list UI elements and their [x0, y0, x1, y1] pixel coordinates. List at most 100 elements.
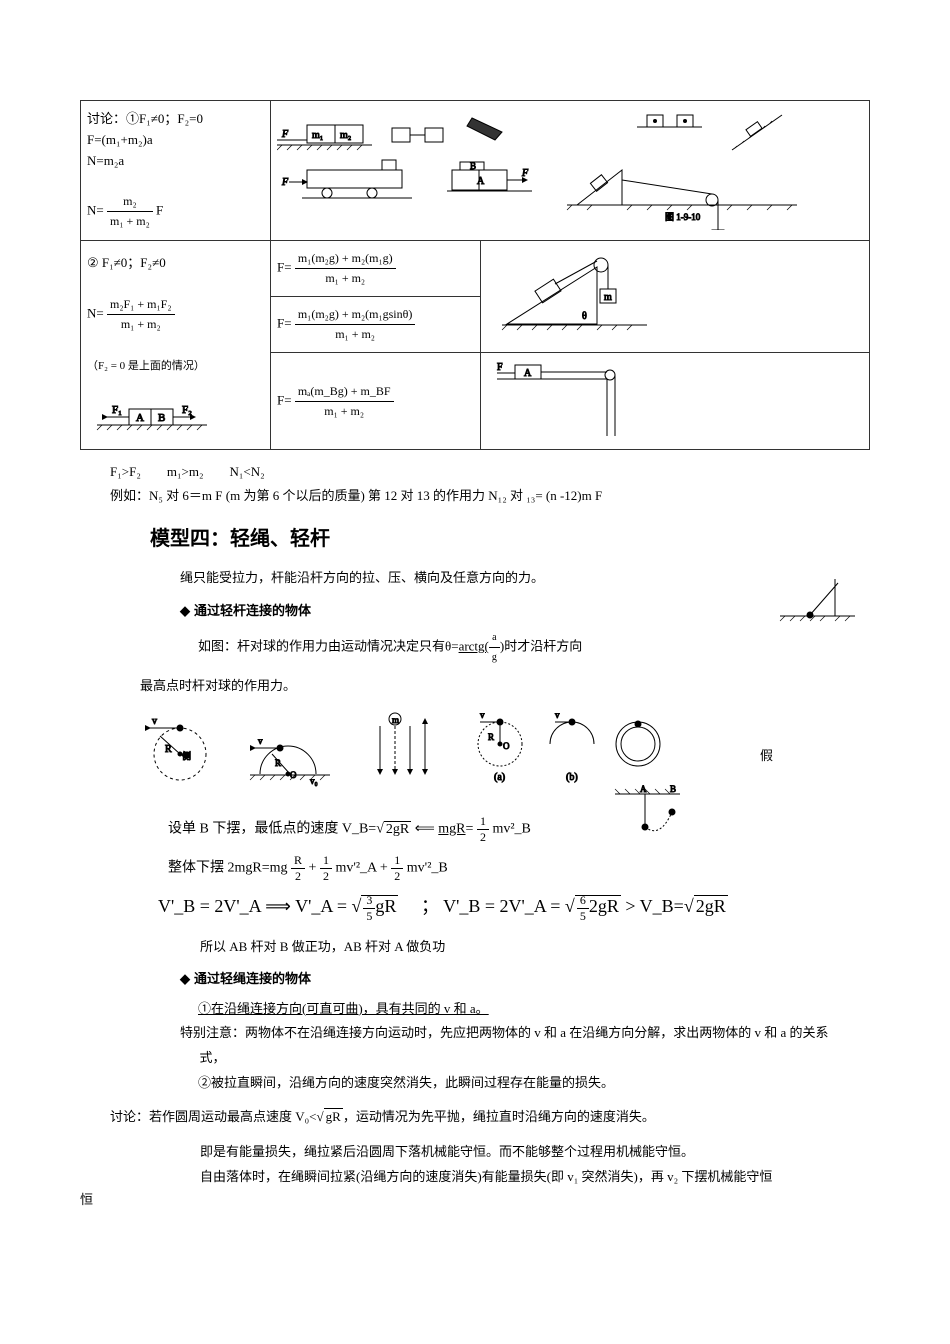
row1-formulas: 讨论：①F₁≠0；F₂=0 F=(m₁+m₂)a N=m₂a N= m₂ m₁ …	[81, 101, 271, 241]
below-line1: F₁>F₂ m₁>m₂ N₁<N₂	[110, 460, 870, 483]
final-p1: 即是有能量损失，绳拉紧后沿圆周下落机械能守恒。而不能够整个过程用机械能守恒。	[200, 1140, 870, 1165]
left-heng: 恒	[80, 1189, 870, 1208]
eq-vb-tail-sqrt: 2gR	[694, 895, 728, 916]
row1-eq1: F=(m₁+m₂)a	[87, 132, 153, 147]
sub1-text-a: 如图：杆对球的作用力由运动情况决定只有θ=	[198, 639, 459, 654]
svg-text:R: R	[165, 744, 172, 755]
incline-pulley-svg: m θ	[487, 249, 667, 344]
svg-text:A: A	[640, 784, 647, 794]
diamond-icon-2: ◆	[180, 967, 190, 992]
svg-text:F₁: F₁	[112, 404, 122, 416]
model4-intro: 绳只能受拉力，杆能沿杆方向的拉、压、横向及任意方向的力。	[180, 566, 840, 591]
sub1-arctg: arctg(	[459, 639, 489, 654]
eq-whole: 整体下摆 2mgR=mg R2 + 12 mv'²_A + 12 mv'²_B	[140, 853, 870, 884]
row2-F2-num: m₁(m₂g) + m₂(m₁gsinθ)	[295, 305, 416, 325]
physics-formula-table: 讨论：①F₁≠0；F₂=0 F=(m₁+m₂)a N=m₂a N= m₂ m₁ …	[80, 100, 870, 450]
row2-N-num: m₂F₁ + m₁F₂	[107, 295, 175, 315]
model4-content: 绳只能受拉力，杆能沿杆方向的拉、压、横向及任意方向的力。 ◆通过轻杆连接的物体 …	[180, 566, 840, 667]
table-row-1: 讨论：①F₁≠0；F₂=0 F=(m₁+m₂)a N=m₂a N= m₂ m₁ …	[81, 101, 870, 241]
final-p2: 自由落体时，在绳瞬间拉紧(沿绳方向的速度消失)有能量损失(即 v₁ 突然消失)，…	[200, 1165, 870, 1190]
eq-pb-ul: mgR	[438, 822, 465, 837]
svg-text:B: B	[158, 412, 165, 424]
final-paras: 即是有能量损失，绳拉紧后沿圆周下落机械能守恒。而不能够整个过程用机械能守恒。 自…	[200, 1140, 870, 1189]
row2-F1-den: m₁ + m₂	[295, 269, 396, 288]
row1-eq3-suffix: F	[156, 203, 163, 218]
discuss-block: 讨论：若作圆周运动最高点速度 V₀<√gR，运动情况为先平抛，绳拉直时沿绳方向的…	[110, 1105, 870, 1130]
svg-text:R: R	[488, 732, 494, 742]
eq-w-h2n: 1	[320, 853, 332, 869]
svg-text:m₂: m₂	[340, 130, 351, 141]
eq-pb-sqrt: 2gR	[384, 821, 411, 837]
row2-F2-prefix: F=	[277, 316, 292, 331]
eq-vb-d: 5	[577, 909, 589, 924]
eq-pb-c: =	[466, 822, 474, 837]
eq-vb-sqrt: 2gR	[589, 896, 619, 916]
eq-w-h3d: 2	[391, 869, 403, 884]
row2-cond: ② F₁≠0；F₂≠0	[87, 255, 166, 270]
row1-cond1: ①F₁≠0；F₂=0	[126, 111, 203, 126]
side-char-jia: 假	[760, 745, 773, 764]
model4-sub2-block: ◆通过轻绳连接的物体 ①在沿绳连接方向(可直可曲)，具有共同的 v 和 a。 特…	[180, 967, 840, 1095]
model4-title: 模型四：轻绳、轻杆	[150, 522, 870, 551]
model4-sub1-head: ◆通过轻杆连接的物体	[180, 599, 840, 624]
row2-F3-num: mₐ(m_Bg) + m_BF	[295, 382, 394, 402]
model4-sub1-line: 如图：杆对球的作用力由运动情况决定只有θ=arctg(ag)时才沿杆方向	[198, 628, 840, 667]
svg-text:图 1-9-10: 图 1-9-10	[665, 212, 701, 222]
svg-text:(a): (a)	[494, 772, 505, 783]
eq-vb-n: 6	[577, 893, 589, 909]
row1-eq2: N=m₂a	[87, 153, 124, 168]
svg-text:F: F	[497, 362, 503, 373]
discuss-b: ，运动情况为先平抛，绳拉直时沿绳方向的速度消失。	[343, 1109, 655, 1124]
discussion-label: 讨论：	[87, 111, 126, 126]
svg-text:侧: 侧	[182, 750, 191, 761]
eq-pb-d: mv²_B	[492, 822, 530, 837]
eq-pb-b: ⟸	[415, 822, 439, 837]
svg-text:O: O	[503, 741, 510, 751]
row1-eq3-prefix: N=	[87, 203, 104, 218]
eq-va-n: 3	[363, 893, 375, 909]
below-line2-m: m	[202, 488, 212, 503]
row2-F1-cell: F= m₁(m₂g) + m₂(m₁g) m₁ + m₂	[271, 240, 481, 296]
row2-note: （F₂ = 0 是上面的情况）	[87, 360, 205, 372]
row2-F1-num: m₁(m₂g) + m₂(m₁g)	[295, 249, 396, 269]
row2-N-prefix: N=	[87, 306, 104, 321]
row2-F1-frac: m₁(m₂g) + m₂(m₁g) m₁ + m₂	[295, 249, 396, 288]
svg-text:F: F	[281, 177, 289, 188]
model4-sub2-head: ◆通过轻绳连接的物体	[180, 967, 840, 992]
row1-frac: m₂ m₁ + m₂	[107, 192, 153, 231]
eq-w-h2d: 2	[320, 869, 332, 884]
eq-w-a: 整体下摆 2mgR=mg	[168, 861, 288, 876]
eq-w-d: mv'²_B	[407, 861, 448, 876]
row1-diagram-svg: F m₁ m₂ F	[277, 110, 837, 230]
svg-text:v: v	[480, 710, 485, 720]
sub2-note: 特别注意：两物体不在沿绳连接方向运动时，先应把两物体的 v 和 a 在沿绳方向分…	[180, 1021, 840, 1070]
svg-text:R: R	[275, 758, 281, 768]
svg-text:v: v	[555, 710, 560, 720]
row1-frac-num: m₂	[107, 192, 153, 212]
model4-diagrams-row: R 侧 v O R v v₀ m	[140, 704, 840, 804]
eq-va-sqrt: gR	[375, 896, 396, 916]
svg-text:B: B	[670, 784, 676, 794]
sub2-li1-text: ①在沿绳连接方向(可直可曲)，具有共同的 v 和 a。	[198, 1001, 489, 1016]
svg-text:B: B	[470, 161, 476, 171]
model4-sub1-text: 通过轻杆连接的物体	[194, 603, 311, 618]
sub1-frac-den: g	[489, 648, 500, 667]
row2-incline-diagram: m θ	[481, 240, 870, 353]
svg-text:m: m	[604, 292, 612, 303]
row2-N-den: m₁ + m₂	[107, 315, 175, 334]
eq-w-h3n: 1	[391, 853, 403, 869]
row2-formulas: ② F₁≠0；F₂≠0 N= m₂F₁ + m₁F₂ m₁ + m₂ （F₂ =…	[81, 240, 271, 450]
eq-pendulum-B: 设单 B 下摆，最低点的速度 V_B=√2gR ⟸ mgR= 12 mv²_B	[140, 814, 870, 845]
svg-text:v: v	[152, 716, 157, 727]
sub2-li1: ①在沿绳连接方向(可直可曲)，具有共同的 v 和 a。	[198, 997, 840, 1022]
row2-F3-cell: F= mₐ(m_Bg) + m_BF m₁ + m₂	[271, 353, 481, 450]
svg-text:v: v	[258, 736, 263, 746]
eq-w-b: +	[309, 861, 317, 876]
row1-frac-den: m₁ + m₂	[107, 212, 153, 231]
rod-angle-diagram	[770, 571, 870, 631]
pendulum-small-diagram: A B	[610, 784, 700, 864]
eq-w-c: mv'²_A +	[335, 861, 387, 876]
discuss-sqrt: gR	[324, 1108, 343, 1124]
table-row-2: ② F₁≠0；F₂≠0 N= m₂F₁ + m₁F₂ m₁ + m₂ （F₂ =…	[81, 240, 870, 296]
row2-F3-den: m₁ + m₂	[295, 402, 394, 421]
